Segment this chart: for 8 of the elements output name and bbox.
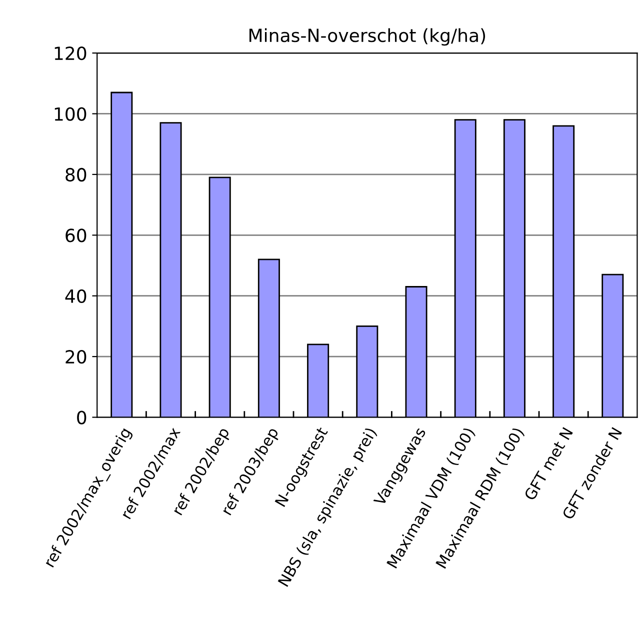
y-tick-label: 60 bbox=[66, 228, 86, 242]
y-tick-label: 20 bbox=[66, 350, 86, 364]
y-tick-label: 40 bbox=[65, 289, 86, 303]
y-tick-label: 120 bbox=[54, 46, 86, 60]
y-tick-label: 0 bbox=[77, 410, 86, 424]
chart-title: Minas-N-overschot (kg/ha) bbox=[249, 28, 486, 46]
y-tick-label: 80 bbox=[66, 168, 86, 182]
y-tick-label: 100 bbox=[54, 107, 86, 121]
